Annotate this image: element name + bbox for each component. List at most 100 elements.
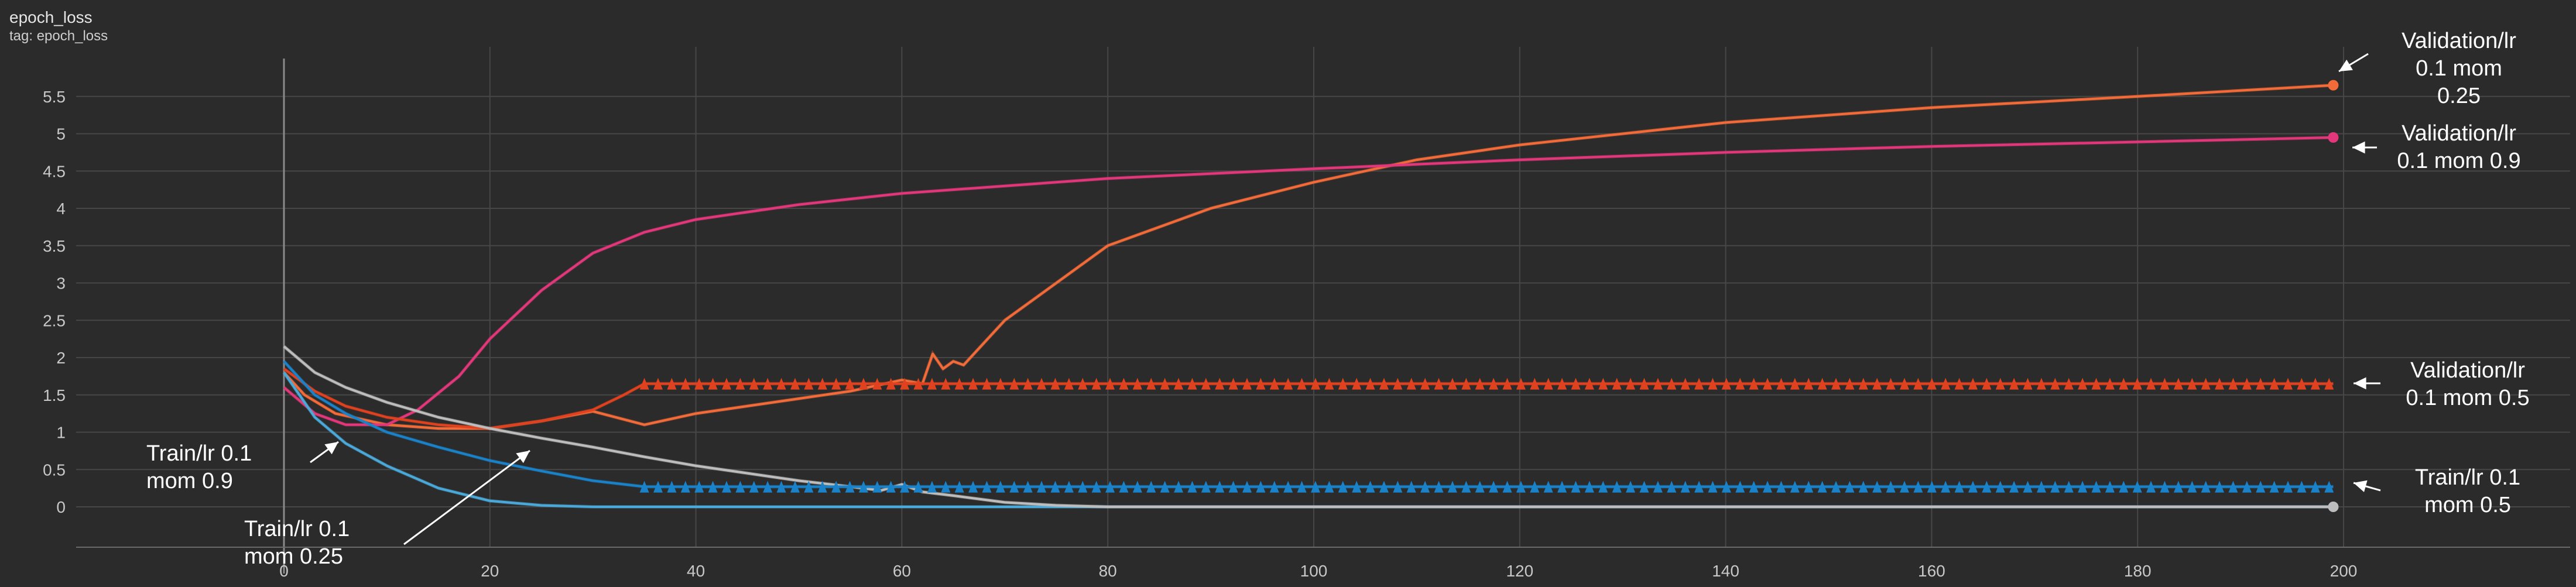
series-marker [722,480,732,493]
annotation-label: Validation/lr 0.1 mom 0.5 [2406,358,2529,410]
series-marker [1461,480,1471,493]
series-marker [667,480,677,493]
series-marker [776,377,786,390]
series-marker [1598,377,1608,390]
series-marker [2297,480,2307,493]
series-marker [2269,480,2279,493]
series-marker [968,377,978,390]
series-marker [2242,377,2252,390]
series-marker [886,480,896,493]
y-tick-label: 4 [56,200,66,218]
series-marker [2091,480,2101,493]
series-marker [1735,377,1745,390]
series-marker [900,377,910,390]
series-marker [694,377,704,390]
x-tick-label: 60 [893,562,911,580]
series-marker [2324,480,2334,493]
series-marker [2105,480,2115,493]
series-marker [1105,377,1115,390]
series-marker [2146,480,2156,493]
series-marker [1009,480,1019,493]
series-marker [749,480,759,493]
series-marker [1913,480,1923,493]
series-marker [2242,480,2252,493]
series-marker [2132,480,2142,493]
series-marker [1269,377,1279,390]
series-end-point [2328,80,2339,91]
series-marker [2119,480,2129,493]
x-tick-label: 40 [687,562,705,580]
series-marker [1242,480,1252,493]
series-marker [2064,480,2074,493]
series-marker [982,377,992,390]
series-marker [1886,480,1896,493]
series-marker [2078,377,2088,390]
series-marker [1995,377,2005,390]
series-marker [1365,377,1375,390]
series-marker [2050,480,2060,493]
series-marker [1735,480,1745,493]
annotation-label: Train/lr 0.1 mom 0.9 [146,441,252,493]
series-marker [1009,377,1019,390]
series-marker [1502,377,1512,390]
series-marker [1201,377,1211,390]
x-tick-label: 120 [1506,562,1533,580]
series-marker [667,377,677,390]
series-marker [2256,480,2266,493]
series-marker [1447,480,1457,493]
series-marker [1982,377,1992,390]
annotation-arrowhead [2354,377,2366,390]
series-marker [1872,480,1882,493]
series-marker [1297,480,1307,493]
series-marker [2256,377,2266,390]
series-line-raw [283,135,2334,427]
series-end-point [2328,502,2339,512]
series-marker [2091,377,2101,390]
series-marker [2146,377,2156,390]
series-line [283,84,2334,430]
series-marker [1201,480,1211,493]
series-marker [1954,480,1964,493]
series-marker [2023,377,2033,390]
series-marker [1804,480,1814,493]
series-marker [1954,377,1964,390]
series-end-point [2328,132,2339,143]
series-marker [776,480,786,493]
series-marker [639,480,649,493]
series-marker [927,377,937,390]
series-marker [722,377,732,390]
series-marker [790,480,800,493]
series-marker [1639,377,1649,390]
series-marker [1927,377,1937,390]
series-marker [1708,377,1718,390]
series-marker [1530,480,1540,493]
series-marker [639,377,649,390]
series-marker [1119,480,1129,493]
series-marker [1489,377,1499,390]
x-tick-label: 20 [481,562,499,580]
series-marker [941,480,951,493]
series-marker [1639,480,1649,493]
y-tick-label: 5.5 [43,88,66,106]
series-marker [817,480,827,493]
chart-tag: tag: epoch_loss [9,28,108,44]
series-marker [2269,377,2279,390]
y-tick-label: 1.5 [43,386,66,404]
series-marker [2187,377,2197,390]
series-marker [1899,480,1909,493]
annotation-label: Validation/lr 0.1 mom 0.9 [2397,121,2520,173]
series-marker [1763,377,1773,390]
series-marker [1886,377,1896,390]
series-line [283,368,2334,430]
series-marker [1174,480,1184,493]
series-marker [1776,480,1786,493]
series-marker [749,377,759,390]
series-marker [1475,480,1485,493]
series-marker [1598,480,1608,493]
series-marker [1338,377,1348,390]
series-marker [1310,480,1320,493]
series-marker [954,480,964,493]
series-marker [1763,480,1773,493]
series-marker [913,480,923,493]
series-marker [1502,480,1512,493]
